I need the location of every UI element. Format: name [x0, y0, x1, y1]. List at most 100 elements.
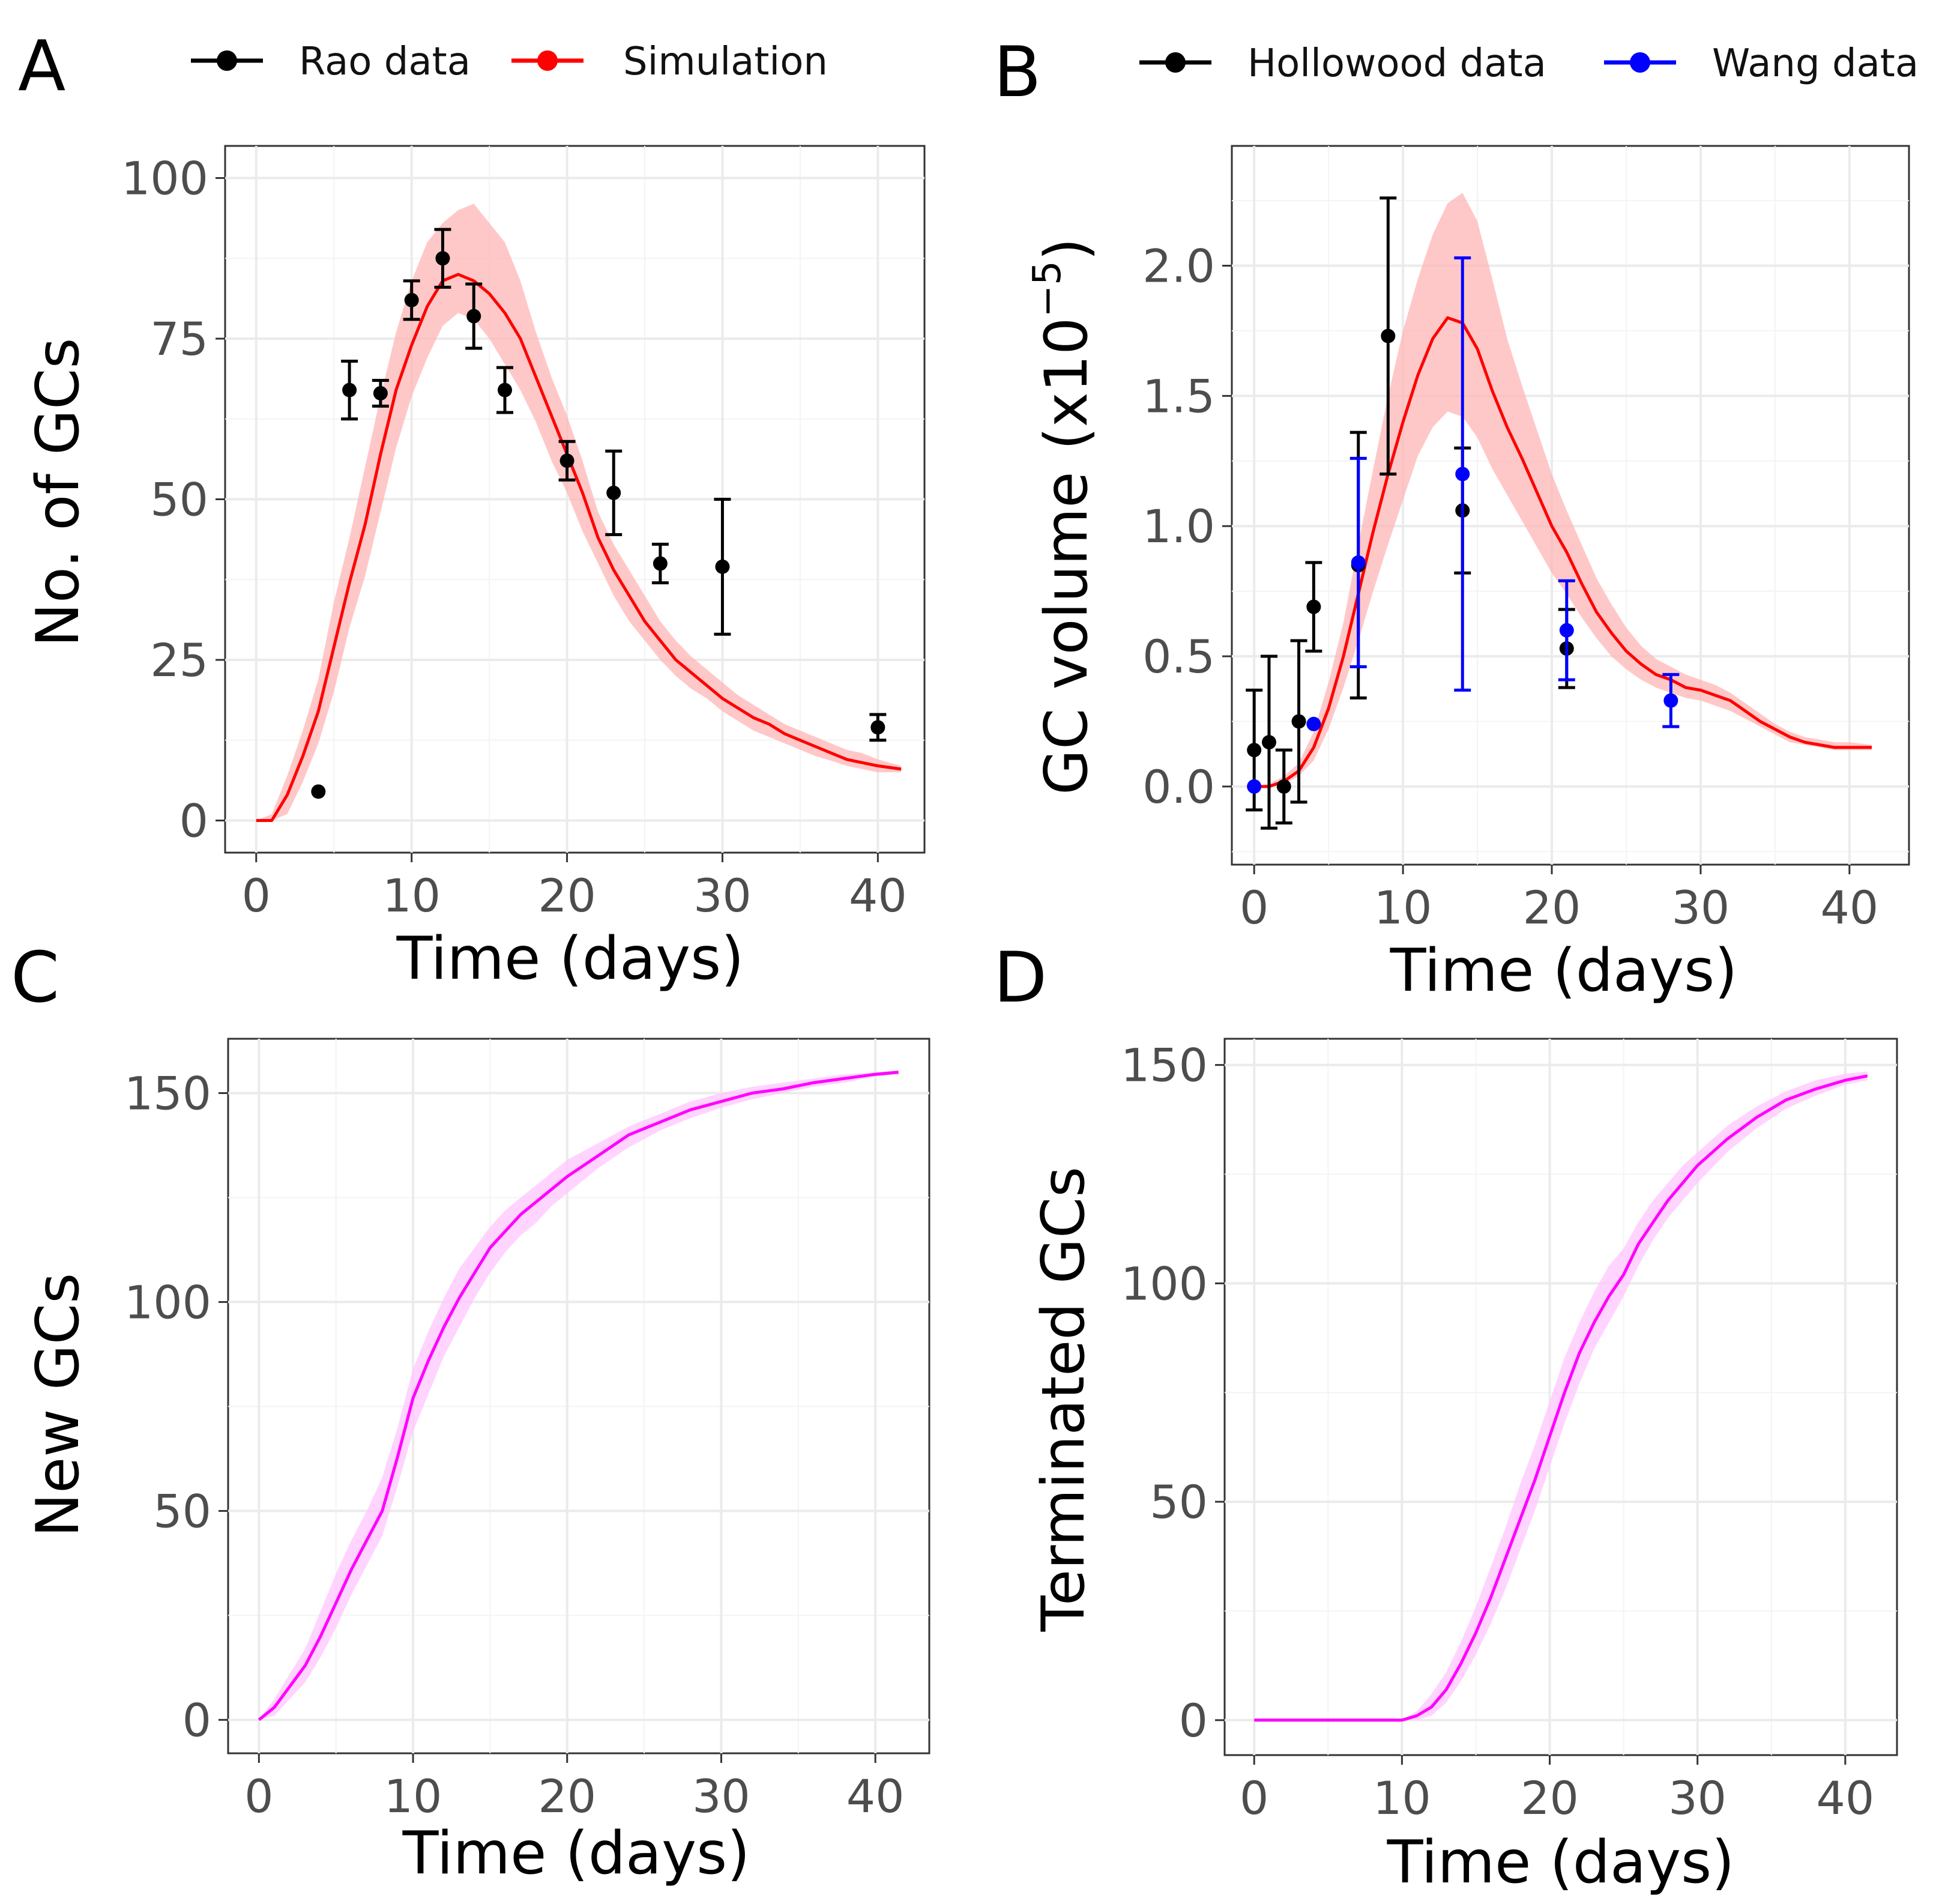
panel-b-ytick-label: 0.5 — [1142, 630, 1215, 683]
panel-c-xtick-label: 30 — [692, 1770, 750, 1823]
panel-c-new-gcs-line — [258, 1071, 899, 1721]
panel-b-ytick-label: 2.0 — [1142, 240, 1215, 293]
panel-c-letter: C — [11, 937, 59, 1018]
panel-c-xtick-label: 0 — [244, 1770, 273, 1823]
panel-b-hollowood-data-point — [1381, 328, 1396, 343]
panel-d-xlabel: Time (days) — [1387, 1828, 1735, 1897]
panel-d-terminated-gcs-band — [1254, 1071, 1868, 1720]
panel-b-wang-data-point — [1663, 693, 1678, 708]
panel-a-simulation-band — [256, 204, 902, 821]
panel-c-xlabel: Time (days) — [402, 1819, 750, 1888]
panel-a-rao-data-point — [559, 453, 574, 468]
panel-c-xtick-label: 20 — [538, 1770, 596, 1823]
panel-a-xtick-label: 10 — [382, 869, 441, 922]
panel-b-ylabel: GC volume (x10−5) — [1025, 238, 1101, 795]
panel-d: D 0 10 20 30 40 0 50 100 150 Time (days) Termina… — [994, 937, 1898, 1897]
panel-b-simulation-line — [1254, 316, 1872, 788]
panel-a-ytick-label: 100 — [121, 152, 208, 205]
panel-a-legend: Rao data Simulation — [191, 40, 828, 84]
panel-b: B Hollowood data Wang data 0 10 20 30 400.00… — [994, 32, 1919, 1005]
panel-b-ylabel-unit: (x10 — [1033, 318, 1101, 450]
panel-a-plot: 0 10 20 30 40 0 25 50 75 100 — [121, 145, 926, 922]
panel-a-xlabel: Time (days) — [396, 925, 744, 993]
legend-simulation-label: Simulation — [623, 40, 828, 84]
panel-a-ytick-label: 75 — [150, 312, 208, 366]
panel-b-wang-data-point — [1559, 623, 1574, 638]
panel-d-ytick-label: 0 — [1179, 1694, 1208, 1747]
panel-c-plot: 0 10 20 30 40 0 50 100 150 — [124, 1038, 930, 1823]
panel-b-wang-data-point — [1455, 467, 1470, 482]
panel-b-wang-data-point — [1247, 779, 1262, 794]
panel-b-plot-area — [1231, 145, 1910, 866]
panel-b-simulation-band — [1254, 193, 1872, 787]
panel-b-wang-data-point — [1351, 555, 1366, 570]
panel-d-plot: 0 10 20 30 40 0 50 100 150 — [1121, 1038, 1898, 1825]
panel-b-xtick-label: 10 — [1374, 881, 1432, 934]
panel-a-rao-data-point — [435, 251, 450, 266]
panel-a-rao-data-point — [606, 485, 621, 500]
panel-a-ytick-label: 50 — [150, 473, 208, 527]
panel-a-rao-data-point — [715, 559, 730, 574]
panel-b-ytick-label: 1.0 — [1142, 500, 1215, 553]
legend-wang-label: Wang data — [1712, 41, 1919, 86]
panel-b-xlabel: Time (days) — [1390, 937, 1738, 1005]
panel-a-rao-data-point — [653, 556, 668, 571]
panel-d-xtick-label: 20 — [1521, 1771, 1579, 1825]
panel-b-ylabel-main: GC volume — [1033, 471, 1101, 795]
panel-a-rao-data-point — [498, 382, 512, 397]
panel-d-letter: D — [994, 937, 1047, 1018]
panel-a-simulation-line — [256, 273, 902, 822]
legend-wang-marker — [1630, 52, 1650, 73]
panel-d-ytick-label: 150 — [1121, 1039, 1208, 1092]
panel-b-ytick-label: 1.5 — [1142, 369, 1215, 423]
panel-b-hollowood-data-point — [1247, 743, 1262, 758]
panel-d-ylabel: Terminated GCs — [1030, 1167, 1098, 1632]
panel-a-rao-data-point — [342, 382, 357, 397]
panel-a-xtick-label: 20 — [538, 869, 596, 922]
panel-d-xtick-label: 10 — [1373, 1771, 1431, 1825]
panel-d-xtick-label: 30 — [1668, 1771, 1726, 1825]
panel-a-xtick-label: 0 — [242, 869, 271, 922]
panel-b-xtick-label: 30 — [1672, 881, 1730, 934]
panel-d-xtick-label: 0 — [1240, 1771, 1268, 1825]
panel-a-xtick-label: 40 — [849, 869, 907, 922]
panel-a-rao-data-point — [373, 385, 388, 400]
panel-c-xtick-label: 10 — [384, 1770, 442, 1823]
legend-hollowood-marker — [1165, 52, 1186, 73]
panel-c-ytick-label: 150 — [124, 1066, 211, 1120]
panel-b-hollowood-data-point — [1291, 714, 1306, 729]
panel-d-terminated-gcs-line — [1254, 1074, 1868, 1722]
panel-a-rao-data-point — [466, 309, 481, 324]
panel-b-legend: Hollowood data Wang data — [1139, 41, 1919, 86]
panel-c-plot-area — [227, 1038, 930, 1754]
panel-c-ytick-label: 50 — [153, 1484, 211, 1538]
panel-a-ytick-label: 25 — [150, 633, 208, 687]
panel-a-rao-data-point — [870, 720, 885, 735]
panel-d-xtick-label: 40 — [1816, 1771, 1874, 1825]
panel-c: C 0 10 20 30 40 0 50 100 150 Time (days) New GCs — [11, 937, 930, 1888]
panel-a-letter: A — [18, 26, 65, 107]
panel-c-ytick-label: 0 — [182, 1693, 211, 1747]
panel-b-xtick-label: 0 — [1240, 881, 1268, 934]
panel-c-ylabel: New GCs — [24, 1273, 92, 1537]
panel-c-xtick-label: 40 — [846, 1770, 905, 1823]
panel-a-ytick-label: 0 — [179, 794, 208, 848]
panel-a: A Rao data Simulation 0 10 20 30 40 0 25 50 75 10… — [18, 26, 926, 993]
panel-b-xtick-label: 20 — [1523, 881, 1581, 934]
panel-b-xtick-label: 40 — [1820, 881, 1878, 934]
legend-hollowood-label: Hollowood data — [1247, 41, 1546, 86]
panel-b-ytick-label: 0.0 — [1142, 760, 1215, 814]
panel-a-ylabel: No. of GCs — [24, 338, 92, 647]
legend-rao-label: Rao data — [299, 40, 471, 84]
panel-d-ytick-label: 100 — [1121, 1257, 1208, 1310]
panel-b-ylabel-close: ) — [1033, 238, 1101, 261]
legend-simulation-marker — [537, 50, 558, 71]
panel-d-ytick-label: 50 — [1150, 1475, 1208, 1529]
panel-c-ytick-label: 100 — [124, 1275, 211, 1329]
panel-b-hollowood-data-point — [1261, 735, 1276, 750]
legend-rao-marker — [217, 50, 237, 71]
panel-a-xtick-label: 30 — [693, 869, 752, 922]
panel-a-rao-data-point — [311, 784, 326, 799]
panel-b-plot: 0 10 20 30 40 0.0 0.5 1.0 1.5 2.0 — [1142, 145, 1910, 934]
